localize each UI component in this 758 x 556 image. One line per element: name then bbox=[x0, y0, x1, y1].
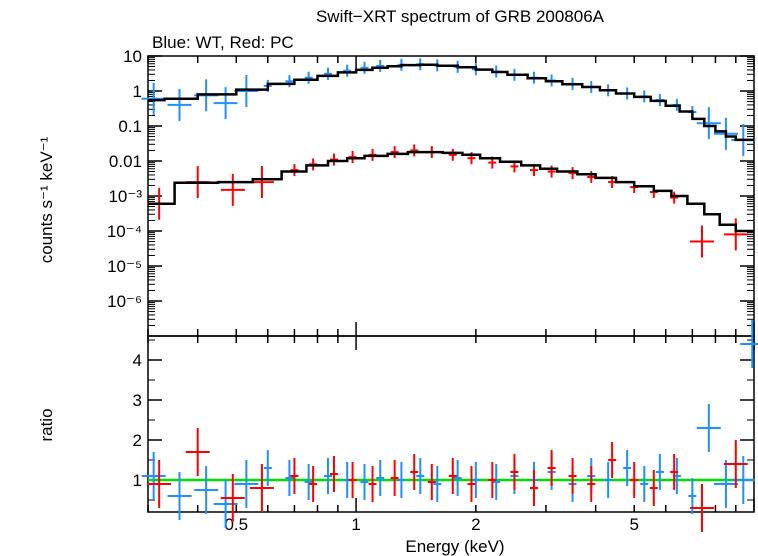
x-tick-label: 5 bbox=[629, 515, 638, 534]
model-curve-wt bbox=[148, 63, 754, 142]
spectrum-panel: 10 1 0.1 0.01 10⁻³ 10⁻⁴ 10⁻⁵ 10⁻⁶ bbox=[107, 47, 756, 337]
top-plot-frame bbox=[147, 55, 755, 337]
top-y-axis-label: counts s⁻¹ keV⁻¹ bbox=[37, 136, 56, 263]
y-tick-label: 1 bbox=[133, 471, 142, 490]
y-tick-label: 10⁻⁴ bbox=[107, 222, 142, 241]
ratio-panel: 0.5 1 2 5 1 2 3 4 bbox=[133, 320, 758, 534]
y-tick-label: 10⁻⁵ bbox=[107, 257, 142, 276]
bottom-y-axis-label: ratio bbox=[37, 408, 56, 441]
x-tick-label: 2 bbox=[471, 515, 480, 534]
chart-subtitle: Blue: WT, Red: PC bbox=[152, 33, 294, 52]
y-tick-label: 10⁻⁶ bbox=[107, 292, 142, 311]
y-tick-label: 3 bbox=[133, 391, 142, 410]
y-tick-label: 1 bbox=[133, 82, 142, 101]
bottom-plot-frame bbox=[147, 335, 755, 513]
y-tick-label: 10 bbox=[123, 47, 142, 66]
x-tick-label: 1 bbox=[351, 515, 360, 534]
y-tick-label: 2 bbox=[133, 431, 142, 450]
y-tick-label: 0.01 bbox=[109, 152, 142, 171]
y-tick-label: 10⁻³ bbox=[108, 187, 142, 206]
x-axis-label: Energy (keV) bbox=[405, 537, 504, 556]
y-tick-label: 4 bbox=[133, 351, 142, 370]
x-tick-label: 0.5 bbox=[224, 515, 248, 534]
y-tick-label: 0.1 bbox=[118, 117, 142, 136]
chart-title: Swift−XRT spectrum of GRB 200806A bbox=[316, 7, 605, 26]
model-curve-pc bbox=[148, 150, 754, 233]
